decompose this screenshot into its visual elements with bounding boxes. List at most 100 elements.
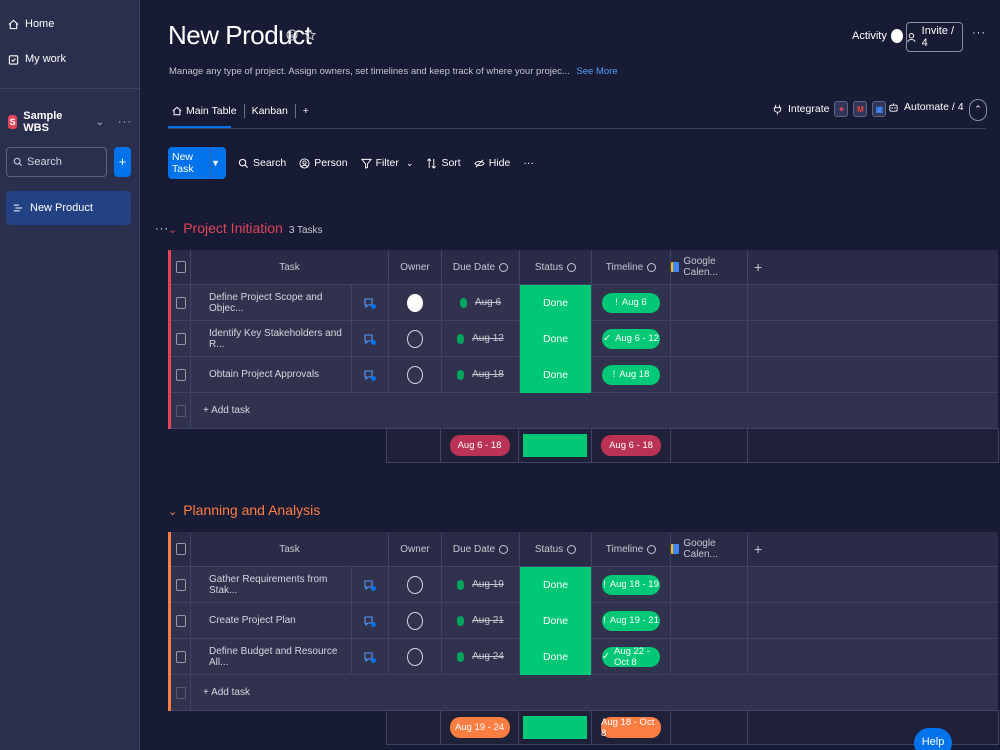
page-title[interactable]: New Product [168,20,312,50]
add-update-icon[interactable] [363,650,377,664]
chevron-down-icon[interactable]: ⌄ [95,116,104,128]
person-placeholder-icon[interactable] [407,647,423,666]
row-check-cell[interactable] [171,639,191,674]
timeline-pill[interactable]: ! Aug 18 - 19 [602,574,660,595]
status-badge[interactable]: Done [520,602,591,639]
group-header[interactable]: ⌄ Project Initiation 3 Tasks [168,220,323,236]
row-check-cell[interactable] [171,567,191,602]
timeline-pill[interactable]: ! Aug 6 [602,292,660,313]
task-name-cell[interactable]: Define Project Scope and Objec... [191,285,352,320]
table-row[interactable]: Define Budget and Resource All... Aug 24… [171,638,998,675]
tab-kanban[interactable]: Kanban [248,105,292,117]
add-column-button[interactable]: + [748,532,998,566]
group-header[interactable]: ⌄ Planning and Analysis [168,502,320,518]
hide-button[interactable]: Hide [474,157,510,169]
search-button[interactable]: Search [238,157,286,169]
group-title[interactable]: Project Initiation [183,220,283,236]
column-header-due-date[interactable]: Due Date [442,250,520,284]
add-column-button[interactable]: + [748,250,998,284]
google-calendar-cell[interactable] [671,357,748,392]
owner-cell[interactable] [389,639,442,674]
select-all-cell[interactable] [171,250,191,284]
google-calendar-cell[interactable] [671,639,748,674]
column-header-task[interactable]: Task [191,532,389,566]
add-update-icon[interactable] [363,614,377,628]
google-calendar-cell[interactable] [671,285,748,320]
person-placeholder-icon[interactable] [407,329,423,348]
sort-button[interactable]: Sort [426,157,461,169]
group-menu-icon[interactable]: ··· [155,223,169,235]
add-update-icon[interactable] [363,368,377,382]
sidebar-search-input[interactable]: Search [6,147,107,177]
column-header-owner[interactable]: Owner [389,250,442,284]
owner-cell[interactable] [389,321,442,356]
status-badge[interactable]: Done [520,320,591,357]
timeline-pill[interactable]: ! Aug 19 - 21 [602,610,660,631]
workspace-selector[interactable]: S Sample WBS ⌄ ··· [8,110,132,134]
status-cell[interactable]: Done [520,284,592,321]
new-task-button[interactable]: New Task ▼ [168,147,226,179]
chevron-down-icon[interactable]: ⌄ [168,506,178,518]
owner-cell[interactable] [389,357,442,392]
more-icon[interactable]: ··· [118,116,132,128]
chevron-down-icon[interactable]: ⌄ [168,224,178,236]
help-button[interactable]: Help [914,728,952,750]
row-check-cell[interactable] [171,321,191,356]
task-name-cell[interactable]: Create Project Plan [191,603,352,638]
google-calendar-cell[interactable] [671,603,748,638]
status-cell[interactable]: Done [520,602,592,639]
add-task-input[interactable]: + Add task [203,687,250,698]
column-header-owner[interactable]: Owner [389,532,442,566]
add-task-input[interactable]: + Add task [203,405,250,416]
info-icon[interactable] [499,544,509,554]
task-name-cell[interactable]: Obtain Project Approvals [191,357,352,392]
updates-cell[interactable] [352,357,389,392]
table-row[interactable]: Gather Requirements from Stak... Aug 19 … [171,566,998,603]
timeline-pill[interactable]: ! Aug 18 [602,364,660,385]
task-name-cell[interactable]: Gather Requirements from Stak... [191,567,352,602]
info-icon[interactable] [499,262,509,272]
row-checkbox[interactable] [175,332,186,345]
timeline-cell[interactable]: ! Aug 6 [592,285,671,320]
summary-timeline-pill[interactable]: Aug 6 - 18 [601,435,661,456]
column-header-timeline[interactable]: Timeline [592,532,671,566]
timeline-cell[interactable]: ! Aug 19 - 21 [592,603,671,638]
sidebar-item-my-work[interactable]: My work [8,53,66,65]
person-filter-button[interactable]: Person [299,157,348,169]
add-update-icon[interactable] [363,578,377,592]
owner-cell[interactable] [389,567,442,602]
timeline-cell[interactable]: ! Aug 18 - 19 [592,567,671,602]
row-check-cell[interactable] [171,357,191,392]
due-date-cell[interactable]: Aug 18 [442,357,520,392]
google-calendar-cell[interactable] [671,321,748,356]
column-header-timeline[interactable]: Timeline [592,250,671,284]
row-checkbox[interactable] [175,650,186,663]
status-badge[interactable]: Done [520,284,591,321]
filter-button[interactable]: Filter ⌄ [360,157,414,169]
status-cell[interactable]: Done [520,566,592,603]
add-view-button[interactable]: + [302,105,309,117]
timeline-cell[interactable]: ✓ Aug 6 - 12 [592,321,671,356]
table-row[interactable]: Identify Key Stakeholders and R... Aug 1… [171,320,998,357]
updates-cell[interactable] [352,321,389,356]
due-date-cell[interactable]: Aug 12 [442,321,520,356]
sidebar-item-home[interactable]: Home [8,18,54,30]
due-date-cell[interactable]: Aug 24 [442,639,520,674]
updates-cell[interactable] [352,603,389,638]
board-menu-icon[interactable]: ··· [972,27,986,39]
see-more-link[interactable]: See More [576,66,618,77]
avatar[interactable] [407,293,423,312]
table-row[interactable]: Obtain Project Approvals Aug 18 Done ! Au… [171,356,998,393]
automate-button[interactable]: Automate / 4 [888,101,964,113]
due-date-cell[interactable]: Aug 19 [442,567,520,602]
table-row[interactable]: Create Project Plan Aug 21 Done ! Aug 19 … [171,602,998,639]
add-board-button[interactable]: + [114,147,131,177]
updates-cell[interactable] [352,285,389,320]
chevron-down-icon[interactable]: ⌄ [405,157,414,168]
status-badge[interactable]: Done [520,356,591,393]
row-check-cell[interactable] [171,285,191,320]
star-icon[interactable] [304,29,316,41]
integrate-button[interactable]: Integrate ✦ M ▣ [772,101,887,117]
row-checkbox[interactable] [175,296,186,309]
activity-button[interactable]: Activity [852,29,903,43]
